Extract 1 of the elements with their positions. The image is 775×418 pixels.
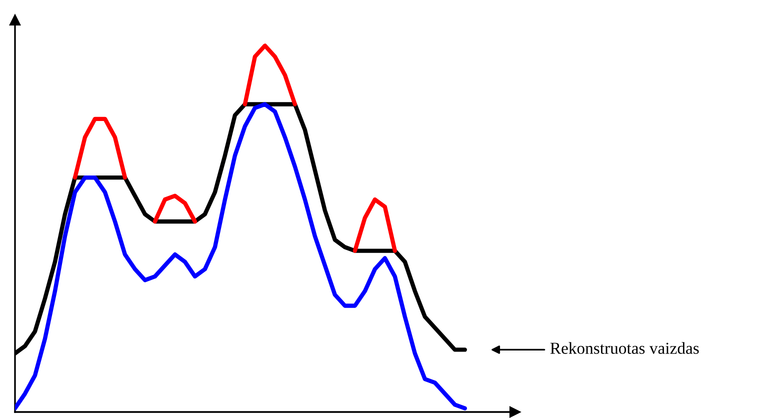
text: Rekonstruotas vaizdas (550, 342, 699, 354)
